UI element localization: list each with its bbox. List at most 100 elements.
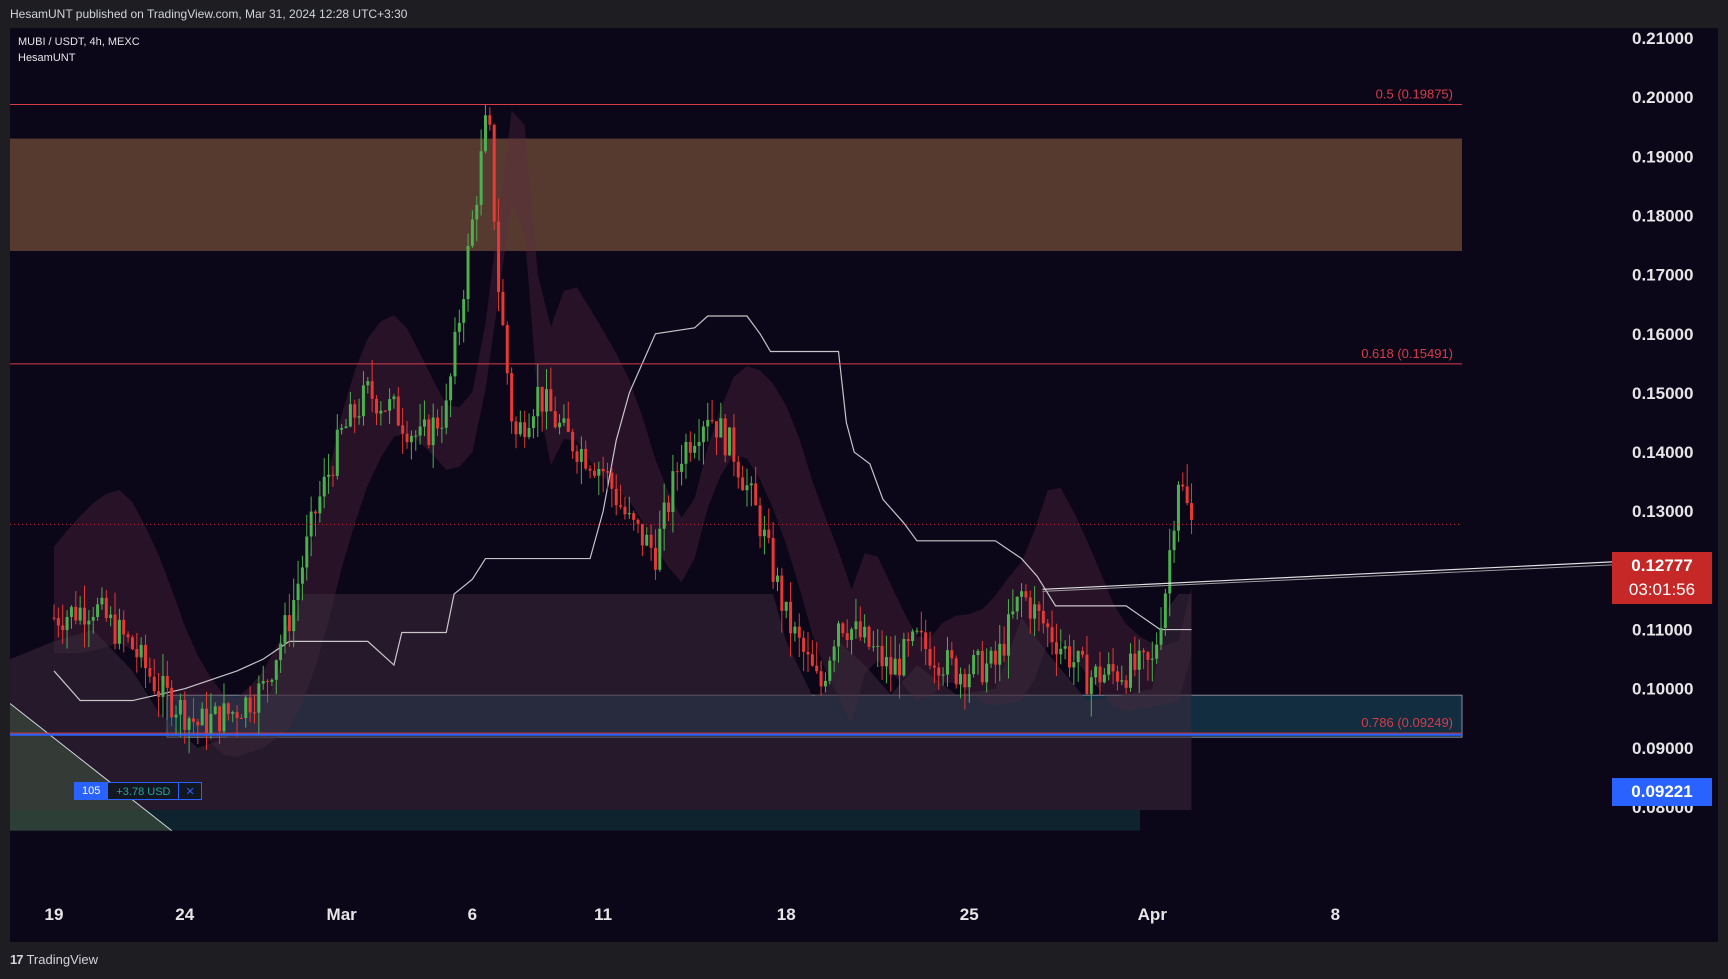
symbol-legend: MUBI / USDT, 4h, MEXC HesamUNT (18, 34, 140, 66)
time-tick-label: Mar (327, 905, 358, 924)
candle-body (636, 519, 640, 524)
candle-body (658, 528, 662, 570)
candle-body (305, 536, 309, 568)
candle-body (457, 322, 461, 332)
candle-body (165, 676, 169, 688)
candles-layer (52, 104, 1194, 754)
candle-body (148, 668, 152, 677)
candle-body (1163, 593, 1167, 628)
candle-body (157, 691, 161, 697)
candle-body (762, 529, 766, 537)
candle-body (610, 472, 614, 489)
alert-price-label[interactable]: 0.09221 (1612, 778, 1712, 806)
reference-line-layer (53, 315, 1192, 702)
candle-body (292, 600, 296, 632)
candle-body (314, 511, 317, 514)
candle-body (898, 658, 902, 676)
candle-body (967, 674, 971, 688)
candle-body (1050, 627, 1054, 643)
symbol-title[interactable]: MUBI / USDT, 4h, MEXC (18, 36, 140, 48)
candle-body (239, 717, 243, 719)
fibonacci-layer: 0.5 (0.19875) 0.618 (0.15491) 0.786 (0.092… (10, 87, 1462, 734)
candle-body (309, 511, 313, 537)
close-position-icon[interactable]: ✕ (179, 782, 202, 800)
candle-body (483, 115, 487, 152)
time-axis-background (10, 900, 1620, 942)
candle-body (213, 706, 217, 714)
candle-body (937, 667, 941, 676)
candle-body (911, 631, 915, 642)
base-line (53, 315, 1192, 702)
candle-body (571, 431, 575, 452)
drawings-layer (10, 523, 1621, 736)
candle-body (462, 299, 466, 323)
lower-band (10, 809, 1140, 831)
candle-body (924, 632, 928, 649)
candle-body (544, 389, 548, 412)
candle-body (536, 386, 540, 417)
candle-body (789, 601, 793, 634)
candle-body (1124, 680, 1128, 688)
candle-body (850, 629, 854, 640)
candle-body (104, 597, 108, 619)
candle-body (1081, 651, 1085, 655)
price-axis[interactable]: 0.21000 0.20000 0.19000 0.18000 0.17000 0.160… (1632, 29, 1693, 817)
candle-body (584, 448, 588, 469)
candle-body (802, 637, 806, 652)
candle-body (954, 658, 958, 685)
candle-body (392, 396, 396, 400)
trend-line-parallel (1042, 564, 1621, 592)
candle-body (710, 419, 714, 422)
candle-body (1137, 650, 1141, 670)
candle-body (1120, 680, 1124, 682)
candle-body (510, 373, 514, 422)
candle-body (972, 655, 976, 675)
position-quantity[interactable]: 105 (74, 782, 109, 800)
candle-body (1102, 674, 1106, 683)
candle-body (667, 502, 671, 512)
candle-body (754, 483, 758, 506)
candle-body (366, 381, 370, 386)
price-tick-label: 0.10000 (1632, 680, 1693, 699)
candle-body (91, 616, 95, 621)
candle-body (697, 442, 701, 446)
candle-body (100, 597, 104, 605)
candle-body (597, 468, 601, 476)
candle-body (985, 663, 989, 683)
candle-body (566, 418, 570, 432)
candle-body (1185, 486, 1189, 504)
candle-body (989, 650, 993, 664)
candle-body (627, 513, 631, 515)
time-axis[interactable]: 19 24 Mar 6 11 18 25 Apr 8 (45, 905, 1341, 924)
last-price-value: 0.12777 (1631, 556, 1693, 575)
candle-body (993, 650, 997, 665)
position-label[interactable]: 105 +3.78 USD ✕ (74, 782, 202, 800)
candle-body (414, 435, 418, 437)
candle-body (222, 703, 226, 732)
candle-body (775, 575, 779, 582)
candle-body (444, 400, 448, 428)
candle-body (1020, 591, 1024, 597)
candle-body (588, 468, 592, 471)
candle-body (880, 645, 884, 667)
candle-body (96, 604, 100, 617)
time-tick-label: Apr (1138, 905, 1168, 924)
candle-body (1133, 653, 1137, 670)
candle-body (174, 714, 178, 718)
candle-body (126, 634, 130, 638)
candle-body (858, 621, 862, 638)
candle-body (492, 124, 496, 222)
price-tick-label: 0.21000 (1632, 29, 1693, 48)
candle-body (523, 422, 527, 437)
candle-body (348, 404, 352, 427)
price-tick-label: 0.15000 (1632, 384, 1693, 403)
candle-body (823, 680, 827, 687)
candle-body (675, 471, 679, 473)
price-chart[interactable]: 0.5 (0.19875) 0.618 (0.15491) 0.786 (0.092… (10, 28, 1718, 942)
candle-body (771, 537, 775, 582)
candle-body (396, 396, 400, 426)
candle-body (793, 626, 797, 634)
footer-branding[interactable]: 17 TradingView (10, 948, 98, 972)
candle-body (218, 706, 222, 732)
candle-body (331, 474, 335, 476)
